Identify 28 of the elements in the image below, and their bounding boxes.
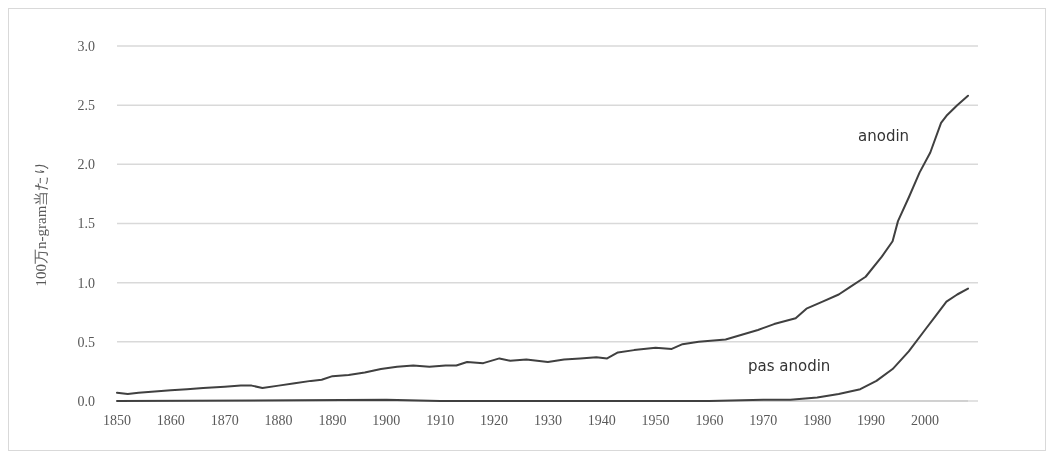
x-tick-label: 1860 [156,413,185,428]
x-tick-label: 1930 [533,413,562,428]
x-tick-label: 1990 [857,413,886,428]
y-tick-label: 1.5 [77,216,95,232]
x-tick-label: 1940 [587,413,616,428]
x-tick-label: 1910 [426,413,455,428]
x-tick-label: 1850 [103,413,131,428]
series-label: pas anodin [748,357,831,375]
y-tick-label: 2.5 [77,98,95,114]
x-tick-label: 1920 [480,413,509,428]
y-tick-label: 2.0 [77,157,95,173]
x-tick-label: 1900 [372,413,401,428]
x-tick-label: 1950 [641,413,670,428]
series-label: anodin [858,126,910,145]
x-tick-label: 1970 [749,413,778,428]
x-tick-label: 1890 [318,413,347,428]
x-tick-label: 1880 [264,413,293,428]
y-tick-label: 0.0 [77,393,95,409]
line-series [116,94,969,395]
y-tick-label: 0.5 [77,334,95,350]
y-tick-label: 1.0 [77,275,95,291]
x-tick-label: 1960 [695,413,724,428]
x-tick-label: 2000 [910,413,939,428]
y-axis-title: 100万n-gram当たり [33,160,49,287]
line-series [116,287,969,402]
x-tick-label: 1980 [803,413,832,428]
x-tick-label: 1870 [210,413,239,428]
y-tick-label: 3.0 [77,38,95,54]
